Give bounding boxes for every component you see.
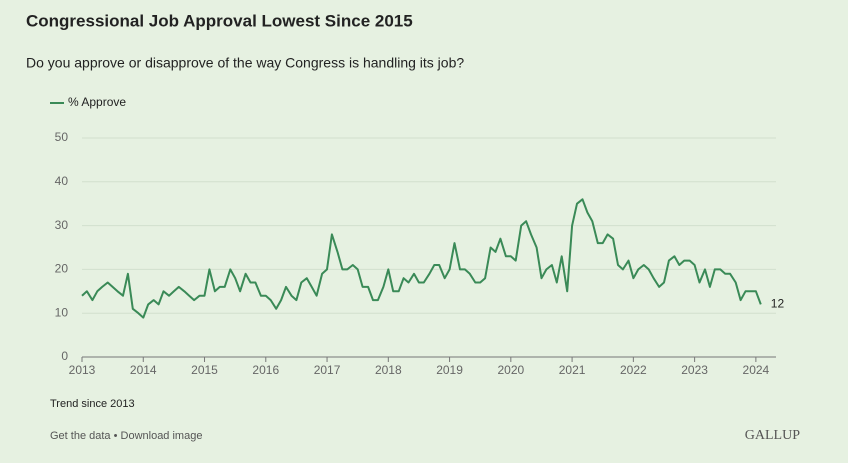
- chart-title: Congressional Job Approval Lowest Since …: [26, 11, 413, 30]
- x-tick-label: 2022: [620, 363, 647, 377]
- y-tick-label: 20: [55, 262, 69, 276]
- y-tick-label: 10: [55, 305, 69, 319]
- x-tick-label: 2014: [130, 363, 157, 377]
- x-tick-label: 2018: [375, 363, 402, 377]
- x-tick-label: 2023: [681, 363, 708, 377]
- x-tick-label: 2015: [191, 363, 218, 377]
- x-tick-label: 2021: [559, 363, 586, 377]
- note: Trend since 2013: [50, 398, 135, 410]
- links[interactable]: Get the data • Download image: [50, 430, 202, 442]
- end-label: 12: [771, 297, 785, 311]
- line-series: [81, 198, 762, 319]
- y-tick-label: 40: [55, 174, 69, 188]
- brand: GALLUP: [745, 428, 800, 443]
- legend-label: % Approve: [68, 95, 126, 109]
- x-tick-label: 2019: [436, 363, 463, 377]
- x-tick-label: 2024: [743, 363, 770, 377]
- y-tick-label: 0: [61, 349, 68, 363]
- chart-subtitle: Do you approve or disapprove of the way …: [26, 55, 464, 71]
- x-tick-label: 2013: [69, 363, 96, 377]
- y-tick-label: 30: [55, 218, 69, 232]
- y-tick-label: 50: [55, 130, 69, 144]
- x-tick-label: 2020: [497, 363, 524, 377]
- x-tick-label: 2016: [252, 363, 279, 377]
- x-tick-label: 2017: [314, 363, 341, 377]
